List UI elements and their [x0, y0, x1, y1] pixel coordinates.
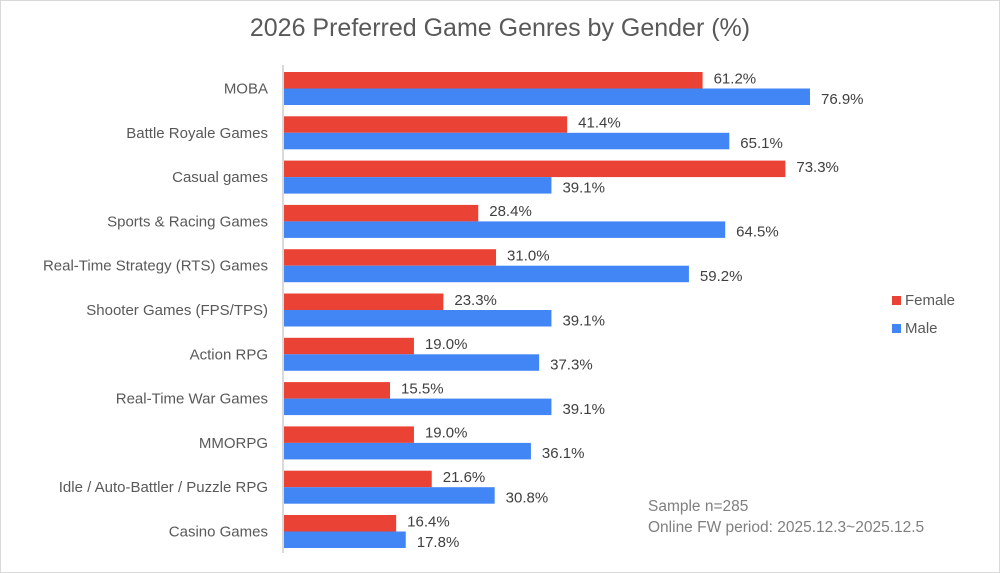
bar-group-shooter-games-fps-tps: Shooter Games (FPS/TPS) 23.3% 39.1% — [86, 292, 605, 330]
bar-female — [284, 515, 397, 532]
category-label: Casino Games — [169, 524, 268, 541]
bar-group-casino-games: Casino Games 16.4% 17.8% — [169, 513, 460, 551]
bar-male — [284, 442, 531, 460]
data-label-male: 39.1% — [562, 312, 605, 329]
bar-group-real-time-strategy-rts-games: Real-Time Strategy (RTS) Games 31.0% 59.2% — [43, 247, 743, 285]
bar-female — [284, 293, 444, 310]
category-label: Sports & Racing Games — [107, 213, 268, 230]
legend-swatch-male — [892, 323, 901, 333]
category-label: Real-Time Strategy (RTS) Games — [43, 258, 268, 275]
category-label: Idle / Auto-Battler / Puzzle RPG — [59, 479, 268, 496]
bar-male — [284, 310, 552, 327]
data-label-male: 39.1% — [562, 179, 605, 196]
bar-group-battle-royale-games: Battle Royale Games 41.4% 65.1% — [126, 115, 783, 153]
legend: Female Male — [892, 286, 955, 342]
category-label: Real-Time War Games — [116, 391, 268, 408]
legend-item-female: Female — [892, 286, 955, 314]
legend-label-female: Female — [905, 291, 956, 309]
legend-swatch-female — [892, 295, 901, 305]
bar-female — [284, 160, 786, 178]
category-label: MMORPG — [199, 435, 268, 452]
data-label-male: 37.3% — [550, 357, 593, 374]
bar-group-mmorpg: MMORPG 19.0% 36.1% — [199, 425, 585, 463]
data-label-female: 28.4% — [489, 203, 532, 220]
sample-note: Sample n=285 Online FW period: 2025.12.3… — [648, 496, 924, 538]
data-label-male: 30.8% — [506, 489, 549, 506]
bar-male — [284, 221, 726, 238]
bar-group-casual-games: Casual games 73.3% 39.1% — [172, 159, 839, 197]
data-label-female: 41.4% — [578, 115, 621, 132]
chart-title: 2026 Preferred Game Genres by Gender (%) — [249, 14, 751, 42]
bar-male — [284, 265, 689, 283]
legend-item-male: Male — [892, 314, 955, 342]
bar-female — [284, 337, 414, 355]
bar-female — [284, 249, 497, 266]
sample-size-note: Sample n=285 — [648, 498, 749, 515]
bar-female — [284, 470, 432, 488]
bar-female — [284, 426, 414, 443]
category-label: Casual games — [172, 169, 268, 186]
bar-male — [284, 132, 730, 150]
data-label-male: 76.9% — [821, 91, 864, 108]
bar-male — [284, 354, 540, 371]
data-label-male: 17.8% — [417, 534, 460, 551]
bar-male — [284, 398, 552, 416]
bar-male — [284, 88, 810, 105]
data-label-female: 61.2% — [714, 70, 757, 87]
legend-label-male: Male — [905, 319, 938, 337]
fieldwork-period-note: Online FW period: 2025.12.3~2025.12.5 — [648, 519, 925, 536]
data-label-female: 21.6% — [443, 469, 486, 486]
category-label: Shooter Games (FPS/TPS) — [86, 302, 268, 319]
category-label: MOBA — [224, 81, 268, 98]
data-label-male: 64.5% — [736, 224, 779, 241]
data-label-female: 23.3% — [454, 292, 497, 309]
category-label: Battle Royale Games — [126, 125, 268, 142]
data-label-female: 16.4% — [407, 513, 450, 530]
bar-female — [284, 382, 391, 399]
data-label-female: 19.0% — [425, 336, 468, 353]
bar-group-action-rpg: Action RPG 19.0% 37.3% — [190, 336, 593, 374]
data-label-male: 39.1% — [562, 401, 605, 418]
bar-male — [284, 531, 406, 548]
bar-group-real-time-war-games: Real-Time War Games 15.5% 39.1% — [116, 380, 605, 418]
bar-male — [284, 487, 495, 504]
data-label-male: 65.1% — [740, 135, 783, 152]
data-label-female: 19.0% — [425, 425, 468, 442]
data-label-female: 15.5% — [401, 380, 444, 397]
bar-female — [284, 204, 479, 222]
bar-female — [284, 72, 703, 89]
data-label-female: 31.0% — [507, 247, 550, 264]
data-label-male: 59.2% — [700, 268, 743, 285]
bar-male — [284, 177, 552, 194]
bar-group-sports-racing-games: Sports & Racing Games 28.4% 64.5% — [107, 203, 779, 241]
category-label: Action RPG — [190, 346, 268, 363]
data-label-female: 73.3% — [796, 159, 839, 176]
bar-group-moba: MOBA 61.2% 76.9% — [224, 70, 864, 108]
bar-group-idle-auto-battler-puzzle-rpg: Idle / Auto-Battler / Puzzle RPG 21.6% 30.… — [59, 469, 548, 507]
data-label-male: 36.1% — [542, 445, 585, 462]
bar-female — [284, 116, 568, 133]
